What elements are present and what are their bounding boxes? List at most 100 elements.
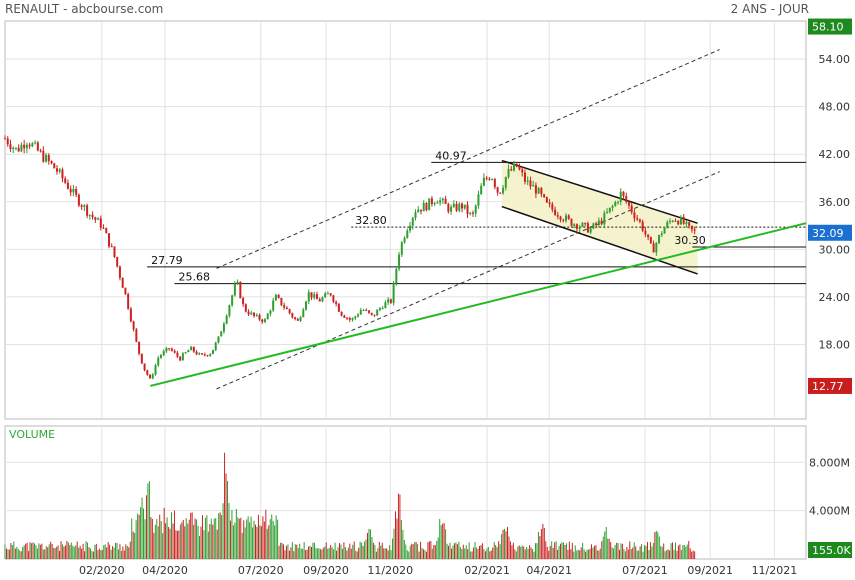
candle [198,353,201,355]
candle [685,222,688,224]
candle [291,313,294,318]
candle [523,172,526,182]
candle [365,310,368,312]
candle [280,297,283,306]
candle [548,202,551,205]
candle [64,178,67,183]
candle [151,374,154,379]
candle [491,179,494,181]
candle [567,215,570,219]
volume-panel [4,425,807,560]
volume-tick-label: 8.000M [809,456,850,469]
candle [34,142,37,144]
candle [482,177,485,186]
candle [181,353,184,361]
period-label: 2 ANS - JOUR [730,2,809,16]
candle [581,222,584,227]
candle [690,225,693,230]
candles [4,135,696,380]
candle [140,353,143,364]
candle [299,317,302,321]
candle [231,295,234,306]
candle [129,308,132,322]
candle [332,295,335,302]
candle [266,313,269,320]
candle [179,356,182,361]
down-channel-upper [501,159,698,224]
candle [255,314,258,316]
candle [521,169,524,173]
candle [584,222,587,224]
candle [466,204,469,214]
candle [143,363,146,371]
candle [192,346,195,352]
candle [346,317,349,319]
candle [502,187,505,194]
candle [105,228,108,234]
candle [315,294,318,300]
candle [559,216,562,220]
candle [480,185,483,195]
candle [384,302,387,309]
chart-title: RENAULT - abcbourse.com [5,2,164,16]
candle [666,222,669,228]
candle [154,365,157,375]
candle [499,192,502,194]
candle [288,309,291,314]
level-label: 27.79 [151,254,183,267]
candle [239,281,242,299]
candle [61,169,64,179]
candle [318,299,321,302]
candle [310,292,313,298]
candle [515,163,518,167]
candle [357,314,360,317]
candle [575,224,578,229]
candle [597,220,600,225]
candle [578,226,581,229]
support-trendline [150,222,807,387]
price-badge [808,224,852,241]
candle [102,227,105,229]
price-badge-label: 58.10 [812,21,844,34]
candle [441,198,444,201]
candle [422,202,425,212]
candle [674,220,677,222]
candle [619,191,622,202]
candle [373,314,376,316]
candle [253,312,256,316]
candle [261,319,264,322]
candle [258,314,261,320]
candle [118,266,121,278]
candle [9,144,12,150]
candle [477,194,480,206]
y-tick-label: 48.00 [819,101,851,114]
candle [206,355,209,357]
candle [211,349,214,354]
candle [586,223,589,233]
y-tick-label: 24.00 [819,291,851,304]
candle [469,212,472,214]
candle [403,237,406,243]
candle [173,350,176,353]
x-tick-label: 04/2021 [526,564,572,577]
y-tick-label: 54.00 [819,53,851,66]
candle [135,329,138,342]
candle [176,352,179,357]
candle [233,283,236,296]
candle [201,353,204,355]
candle [430,198,433,205]
candle [113,246,116,257]
candle [274,294,277,301]
candle [203,354,206,356]
candle [395,268,398,284]
candle [660,233,663,235]
dashed-channel-line [216,49,720,269]
candle [573,224,576,226]
candle [6,138,9,145]
candle [220,331,223,337]
candle [378,308,381,310]
candle [630,205,633,213]
candle [644,230,647,235]
candle [450,206,453,212]
candle [444,198,447,205]
